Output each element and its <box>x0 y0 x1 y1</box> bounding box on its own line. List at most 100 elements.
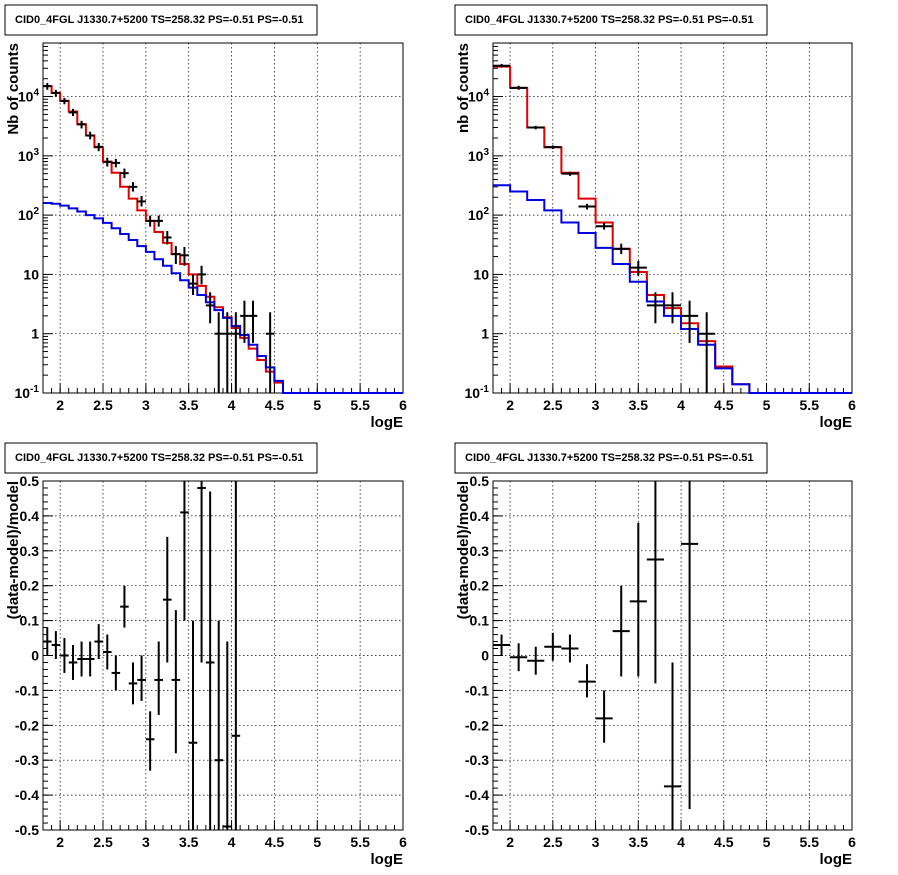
data-point <box>493 63 511 68</box>
x-tick-label: 4.5 <box>714 397 734 413</box>
x-axis-title: logE <box>820 851 853 868</box>
y-tick-label: 10-1 <box>15 384 40 401</box>
data-point <box>111 158 121 168</box>
y-tick-label: 103 <box>18 147 40 164</box>
data-point <box>214 312 223 393</box>
data-point <box>663 292 682 324</box>
data-point <box>103 634 112 670</box>
y-tick-label: 0 <box>31 648 39 664</box>
y-tick-label: -0.1 <box>465 682 489 698</box>
data-point <box>561 634 579 663</box>
data-point <box>77 641 86 677</box>
data-point <box>43 82 52 90</box>
chart-title: CID0_4FGL J1330.7+5200 TS=258.32 PS=-0.5… <box>15 452 303 464</box>
x-tick-label: 3.5 <box>179 397 199 413</box>
data-point <box>51 89 61 97</box>
x-tick-label: 4.5 <box>714 834 734 850</box>
data-point <box>223 641 232 830</box>
x-tick-label: 2 <box>506 397 514 413</box>
x-tick-label: 5 <box>763 834 771 850</box>
data-point <box>103 157 112 167</box>
y-tick-label: 0.4 <box>20 508 40 524</box>
data-point <box>188 620 198 830</box>
y-tick-label: 0.3 <box>20 543 40 559</box>
x-tick-label: 6 <box>399 834 407 850</box>
x-tick-label: 5.5 <box>800 834 820 850</box>
data-point <box>197 481 206 663</box>
y-axis-title: (data-model)/model <box>5 481 22 619</box>
y-tick-label: 10-1 <box>465 384 490 401</box>
data-point <box>60 638 69 673</box>
y-tick-label: 104 <box>468 88 490 105</box>
data-point <box>578 664 596 698</box>
data-point <box>681 481 699 810</box>
data-point <box>493 634 511 656</box>
data-point <box>120 168 129 179</box>
data-point <box>85 641 95 677</box>
y-tick-label: -0.4 <box>15 787 39 803</box>
data-point <box>510 85 528 90</box>
data-point <box>128 182 138 192</box>
title-box <box>454 4 768 36</box>
x-tick-label: 3 <box>142 397 150 413</box>
data-point <box>180 247 189 266</box>
x-axis-title: logE <box>820 414 853 431</box>
x-axis-title: logE <box>371 851 404 868</box>
data-point <box>154 641 163 715</box>
x-tick-label: 5.5 <box>800 397 820 413</box>
chart-panel-4: 2 2.5 3 3.5 4 4.5 5 5.5 6 -0.5 -0.4 -0.3 -0.2 -0.1 0 0.… <box>454 442 856 868</box>
y-axis-title: (data-model)/model <box>455 481 472 619</box>
y-tick-label: 0.1 <box>470 613 490 629</box>
data-point <box>128 662 138 705</box>
data-point <box>231 481 241 830</box>
data-point <box>595 690 613 743</box>
chart-title: CID0_4FGL J1330.7+5200 TS=258.32 PS=-0.5… <box>465 452 753 464</box>
chart-panel-2: 2 2.5 3 3.5 4 4.5 5 5.5 6 10-1 1 10 102 103 104 CID0_4F… <box>454 4 856 431</box>
x-tick-label: 5 <box>313 834 321 850</box>
y-tick-label: 102 <box>18 206 40 223</box>
data-point <box>578 203 596 210</box>
x-tick-label: 3.5 <box>179 834 199 850</box>
y-tick-label: 0 <box>481 648 489 664</box>
data-point <box>51 631 61 659</box>
x-tick-label: 2.5 <box>543 834 563 850</box>
x-tick-label: 5 <box>763 397 771 413</box>
x-tick-label: 4 <box>228 397 236 413</box>
x-tick-label: 4.5 <box>265 397 285 413</box>
data-point <box>188 274 198 295</box>
data-point <box>163 536 172 663</box>
data-point <box>180 481 189 621</box>
x-tick-label: 4 <box>677 397 685 413</box>
x-tick-label: 6 <box>848 834 856 850</box>
title-box <box>454 442 768 474</box>
x-tick-label: 6 <box>848 397 856 413</box>
x-tick-label: 3.5 <box>629 834 649 850</box>
data-point <box>205 292 215 324</box>
x-tick-label: 4 <box>677 834 685 850</box>
title-box <box>4 4 318 36</box>
data-point <box>265 312 275 393</box>
data-point <box>68 108 78 116</box>
data-point <box>595 222 613 230</box>
data-point <box>154 215 163 227</box>
data-point <box>240 300 249 343</box>
chart-title: CID0_4FGL J1330.7+5200 TS=258.32 PS=-0.5… <box>465 14 753 26</box>
data-point <box>68 645 78 680</box>
y-tick-label: 0.1 <box>20 613 40 629</box>
data-point <box>137 196 146 207</box>
x-tick-label: 4.5 <box>265 834 285 850</box>
y-tick-label: 0.4 <box>470 508 490 524</box>
data-point <box>663 662 682 830</box>
data-point <box>527 646 545 675</box>
data-point <box>77 120 86 129</box>
x-tick-label: 3 <box>592 397 600 413</box>
model-series-2 <box>43 202 403 394</box>
x-tick-label: 2 <box>56 397 64 413</box>
y-tick-label: -0.1 <box>15 682 39 698</box>
y-tick-label: -0.5 <box>465 822 489 838</box>
x-tick-label: 2 <box>506 834 514 850</box>
y-tick-label: -0.3 <box>15 752 39 768</box>
x-tick-label: 3 <box>142 834 150 850</box>
x-tick-label: 2 <box>56 834 64 850</box>
